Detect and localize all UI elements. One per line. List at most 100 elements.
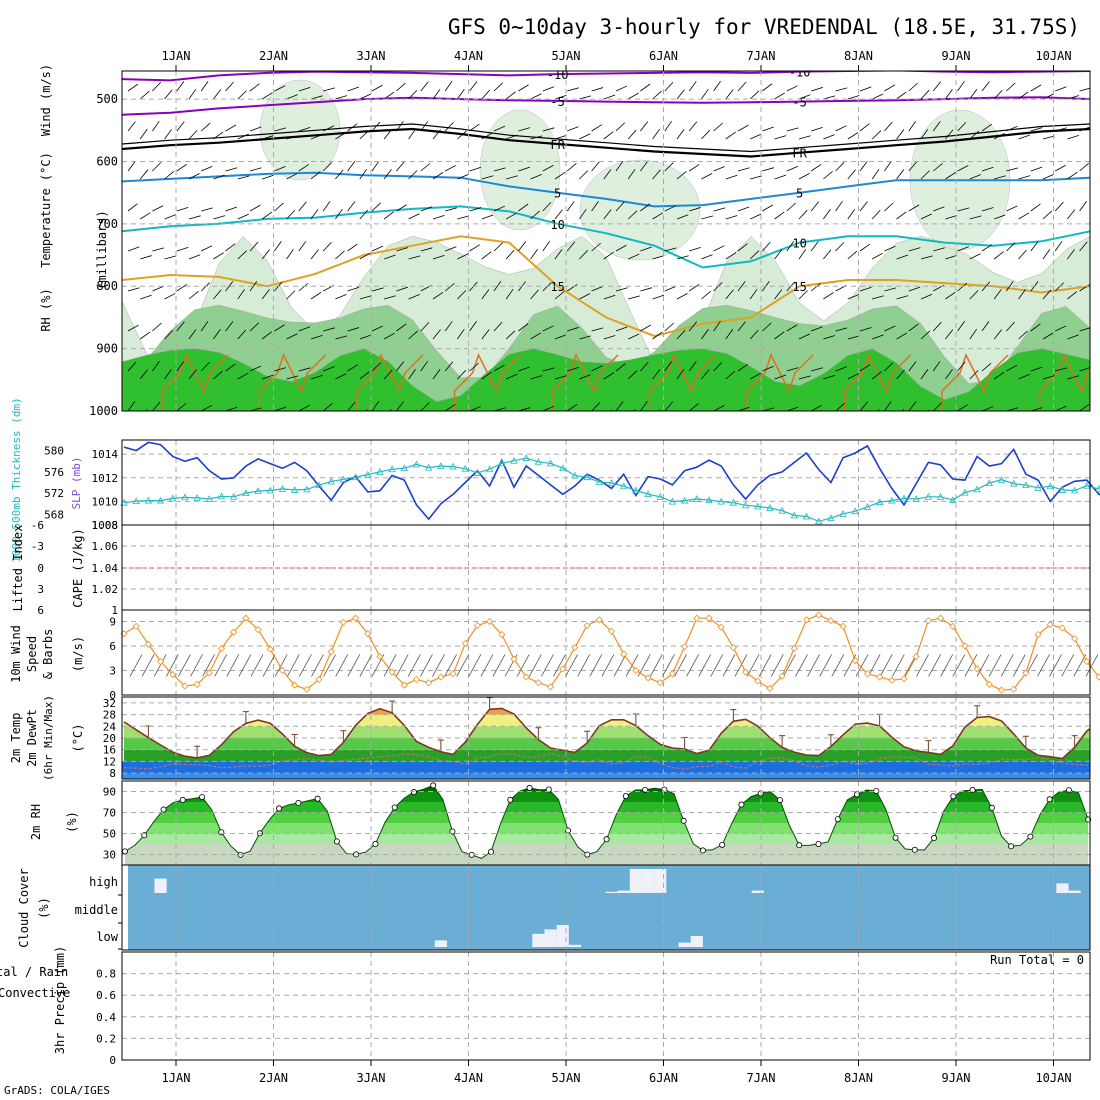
wind-barb	[286, 94, 298, 100]
wind-barb	[871, 130, 882, 140]
thickness-point	[1046, 482, 1054, 490]
wind-barb	[542, 165, 554, 172]
wind-barb	[945, 254, 957, 260]
wind-barb	[981, 321, 990, 332]
wind-barb	[628, 92, 639, 100]
wind-barb	[737, 206, 750, 212]
wind-barb	[774, 92, 786, 100]
wind10m-point	[912, 653, 920, 661]
cape-tick: 1.08	[92, 519, 119, 532]
wind-barb	[298, 283, 309, 292]
wind-barb	[322, 200, 331, 212]
wind10m-point	[437, 673, 445, 681]
rh-point	[892, 834, 899, 841]
wind-barb	[1030, 84, 1042, 92]
wind-barb	[701, 329, 709, 340]
series-thickness	[123, 457, 1100, 522]
cloud-level-high: high	[89, 875, 118, 889]
wind-barb	[908, 286, 921, 292]
temp-tick: 28	[103, 709, 116, 722]
wind-barb	[457, 413, 468, 419]
precip-tick: 0	[109, 1054, 116, 1067]
wind10m-point	[181, 682, 189, 690]
isotherm-label: 5	[796, 187, 803, 201]
wind10m-barb	[867, 654, 881, 677]
wind-barb	[323, 87, 335, 92]
wind-barb	[823, 249, 832, 260]
wind-barb	[286, 290, 296, 300]
wind10m-barb	[407, 654, 421, 677]
wind-barb	[542, 325, 554, 332]
wind-barb	[701, 412, 711, 419]
wind-barb	[298, 241, 307, 252]
wind-barb	[506, 416, 518, 419]
wind-barb	[262, 374, 274, 380]
wind-barb	[737, 81, 747, 92]
wind-barb	[225, 81, 234, 92]
wind-barb	[591, 124, 603, 132]
cape-tick: 1	[111, 604, 118, 617]
dewpoint-line	[123, 752, 1090, 770]
temp-band	[124, 726, 1090, 738]
wind-barb	[481, 214, 494, 220]
wind-barb	[603, 372, 615, 380]
wind-barb	[457, 290, 467, 300]
thickness-point	[510, 456, 518, 464]
wind-barb	[762, 407, 775, 411]
thickness-point	[802, 512, 811, 520]
wind-barb	[823, 292, 834, 300]
wind-barb	[774, 374, 787, 380]
wind-barb	[323, 125, 335, 132]
wind-barb	[200, 361, 210, 372]
ylabel-rh2m: 2m RH	[29, 804, 43, 840]
wind10m-barb	[274, 654, 288, 677]
wind-barb	[139, 169, 149, 180]
wind-barb	[310, 375, 323, 380]
date-label-top: 4JAN	[454, 49, 483, 63]
wind-barb	[164, 255, 177, 260]
wind-barb	[1042, 210, 1053, 220]
wind-barb	[322, 162, 332, 172]
wind-barb	[835, 87, 848, 92]
wind-barb	[1067, 95, 1079, 100]
wind-barb	[811, 126, 823, 132]
precip-tick: 0.6	[96, 989, 116, 1002]
wind-barb	[725, 370, 736, 380]
wind10m-point	[949, 622, 957, 630]
wind-barb	[762, 322, 772, 332]
wind-barb	[530, 289, 539, 300]
rh-point	[160, 806, 167, 813]
rh-shade-upper	[259, 79, 341, 181]
wind10m-barb	[141, 654, 155, 677]
wind10m-barb	[395, 654, 409, 677]
wind10m-point	[254, 626, 262, 634]
wind-barb	[408, 170, 418, 180]
thickness-point	[1058, 486, 1067, 493]
thickness-point	[827, 514, 835, 521]
wind-barb	[847, 169, 856, 180]
wind-barb	[872, 334, 884, 340]
thickness-point	[351, 473, 360, 481]
wind10m-barb	[565, 654, 578, 677]
thickness-point	[632, 486, 640, 494]
wind-barb	[274, 127, 287, 132]
wind-barb	[823, 412, 833, 419]
wind-barb	[457, 89, 465, 100]
wind-barb	[396, 121, 404, 132]
wind-barb	[676, 89, 685, 100]
wind-barb	[287, 414, 298, 419]
wind-barb	[237, 288, 246, 300]
thickness-point	[973, 485, 981, 493]
wind-barb	[469, 321, 477, 332]
wind-barb	[1067, 334, 1079, 340]
wind-barb	[1067, 291, 1078, 300]
wind-barb	[200, 320, 209, 332]
wind-barb	[518, 323, 529, 332]
wind10m-tick: 9	[109, 615, 116, 628]
wind-barb	[615, 326, 628, 332]
rh-tick: 30	[103, 849, 116, 862]
wind-barb	[542, 127, 555, 132]
wind-barb	[920, 128, 929, 140]
wind-barb	[689, 246, 701, 252]
wind10m-point	[339, 618, 347, 626]
